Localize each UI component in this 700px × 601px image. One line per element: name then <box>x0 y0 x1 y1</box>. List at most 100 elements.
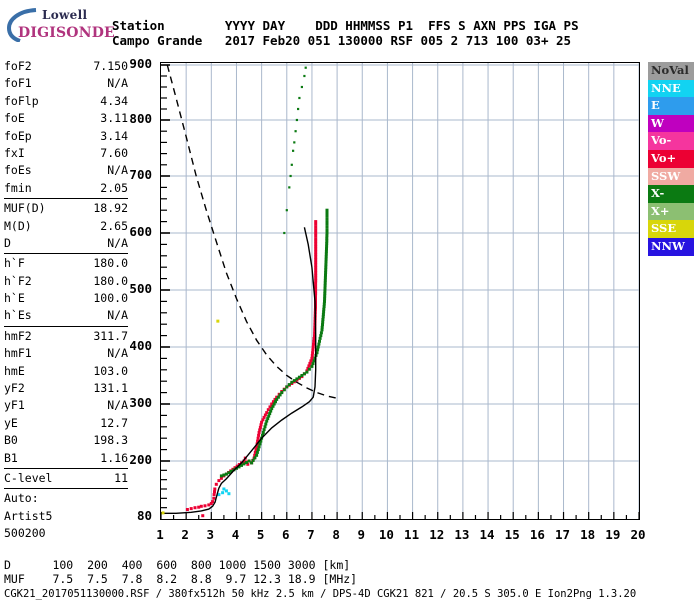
param-value: 180.0 <box>93 273 128 288</box>
param-key: yF1 <box>4 398 25 413</box>
y-axis-tick-label: 900 <box>129 56 152 71</box>
param-row: foF2 7.150 <box>4 58 128 75</box>
param-row: h`F2 180.0 <box>4 273 128 290</box>
param-value: 11 <box>114 470 128 485</box>
legend-item-sse[interactable]: SSE <box>648 220 694 238</box>
legend-item-nnw[interactable]: NNW <box>648 237 694 256</box>
param-auto-line: 500200 <box>4 526 46 541</box>
station-header-labels: Station YYYY DAY DDD HHMMSS P1 FFS S AXN… <box>112 18 579 33</box>
legend-item-nne[interactable]: NNE <box>648 79 694 98</box>
series-e-region-scatter-cyan-nne- <box>217 487 231 497</box>
param-value: 12.7 <box>100 415 128 430</box>
param-row: h`Es N/A <box>4 307 128 324</box>
y-axis-tick-label: 400 <box>129 338 152 353</box>
param-value: N/A <box>107 346 128 361</box>
x-axis-tick-label: 1 <box>156 527 164 542</box>
x-axis-tick-label: 10 <box>378 527 394 542</box>
param-row: yF1 N/A <box>4 397 128 414</box>
polarization-legend: NoVal NNE E W Vo- Vo+ SSW X- X+ SSE NNW <box>648 62 694 256</box>
legend-item-x[interactable]: X+ <box>648 202 694 221</box>
param-key: foFlp <box>4 93 39 108</box>
param-key: B1 <box>4 450 18 465</box>
y-axis-tick-label: 700 <box>129 167 152 182</box>
param-value: 7.60 <box>100 145 128 160</box>
param-row: h`E 100.0 <box>4 290 128 307</box>
param-group-clevel: C-level 11 <box>4 470 128 487</box>
y-axis-tick-label: 600 <box>129 224 152 239</box>
x-axis-tick-label: 2 <box>181 527 189 542</box>
param-value: 131.1 <box>93 381 128 396</box>
param-key: fmin <box>4 180 32 195</box>
x-axis-tick-label: 9 <box>357 527 366 542</box>
y-axis-tick-label: 200 <box>129 452 152 467</box>
series-o-trace-vo-red-magenta- <box>185 220 318 511</box>
divider <box>4 325 128 327</box>
param-row: B0 198.3 <box>4 432 128 449</box>
x-axis-tick-label: 19 <box>605 527 621 542</box>
param-row: D N/A <box>4 235 128 252</box>
param-row: C-level 11 <box>4 470 128 487</box>
param-row: B1 1.16 <box>4 450 128 467</box>
param-key: yF2 <box>4 381 25 396</box>
legend-item-x[interactable]: X- <box>648 185 694 203</box>
x-axis-tick-label: 8 <box>332 527 340 542</box>
param-row: foEs N/A <box>4 162 128 179</box>
param-value: 1.16 <box>100 450 128 465</box>
param-value: 198.3 <box>93 433 128 448</box>
param-value: N/A <box>107 308 128 323</box>
x-axis-tick-label: 15 <box>504 527 520 542</box>
logo-lowell-text: Lowell <box>42 8 88 22</box>
param-key: h`F <box>4 256 25 271</box>
y-axis-tick-label: 500 <box>129 281 152 296</box>
legend-item-vo[interactable]: Vo- <box>648 132 694 150</box>
param-row: MUF(D) 18.92 <box>4 200 128 217</box>
param-row: hmF2 311.7 <box>4 328 128 345</box>
legend-item-vo[interactable]: Vo+ <box>648 149 694 168</box>
param-key: foF1 <box>4 76 32 91</box>
y-axis-tick-label: 300 <box>129 395 152 410</box>
param-row: hmE 103.0 <box>4 363 128 380</box>
param-key: hmF2 <box>4 328 32 343</box>
param-value: N/A <box>107 235 128 250</box>
series-scatter-echoes-high-altitude <box>283 66 307 235</box>
param-value: 103.0 <box>93 363 128 378</box>
series-muf-true-height-dashed-curve-black-dashed- <box>166 64 338 399</box>
divider <box>4 467 128 469</box>
param-key: hmE <box>4 363 25 378</box>
ionogram-canvas <box>161 63 639 519</box>
param-row: foFlp 4.34 <box>4 93 128 110</box>
param-value: 3.14 <box>100 128 128 143</box>
ionogram-plot-area[interactable] <box>160 62 640 520</box>
param-key: B0 <box>4 433 18 448</box>
param-row: h`F 180.0 <box>4 255 128 272</box>
param-value: N/A <box>107 163 128 178</box>
x-axis-tick-label: 16 <box>529 527 545 542</box>
x-axis-tick-label: 17 <box>554 527 571 542</box>
divider <box>4 488 128 490</box>
param-value: 18.92 <box>93 201 128 216</box>
legend-item-e[interactable]: E <box>648 97 694 115</box>
param-value: 4.34 <box>100 93 128 108</box>
x-axis-tick-label: 5 <box>256 527 265 542</box>
param-key: foE <box>4 111 25 126</box>
legend-item-w[interactable]: W <box>648 114 694 133</box>
station-header-values: Campo Grande 2017 Feb20 051 130000 RSF 0… <box>112 33 572 48</box>
param-value: 2.05 <box>100 180 128 195</box>
param-row: yF2 131.1 <box>4 380 128 397</box>
param-row: foEp 3.14 <box>4 128 128 145</box>
legend-item-noval[interactable]: NoVal <box>648 62 694 80</box>
x-axis-tick-label: 14 <box>479 527 495 542</box>
param-row: hmF1 N/A <box>4 345 128 362</box>
param-key: fxI <box>4 145 25 160</box>
param-key: foF2 <box>4 59 32 73</box>
legend-item-ssw[interactable]: SSW <box>648 167 694 186</box>
param-row: foF1 N/A <box>4 75 128 92</box>
param-value: 7.150 <box>93 59 128 73</box>
param-group-frequencies: foF2 7.150 foF1 N/A foFlp 4.34 foE 3.11 foEp 3.14… <box>4 58 128 197</box>
param-value: 311.7 <box>93 328 128 343</box>
param-value: 3.11 <box>100 111 128 126</box>
param-key: h`Es <box>4 308 32 323</box>
x-axis-tick-label: 11 <box>404 527 420 542</box>
logo-digisonde-text: DIGISONDE <box>18 25 115 41</box>
param-key: foEs <box>4 163 32 178</box>
